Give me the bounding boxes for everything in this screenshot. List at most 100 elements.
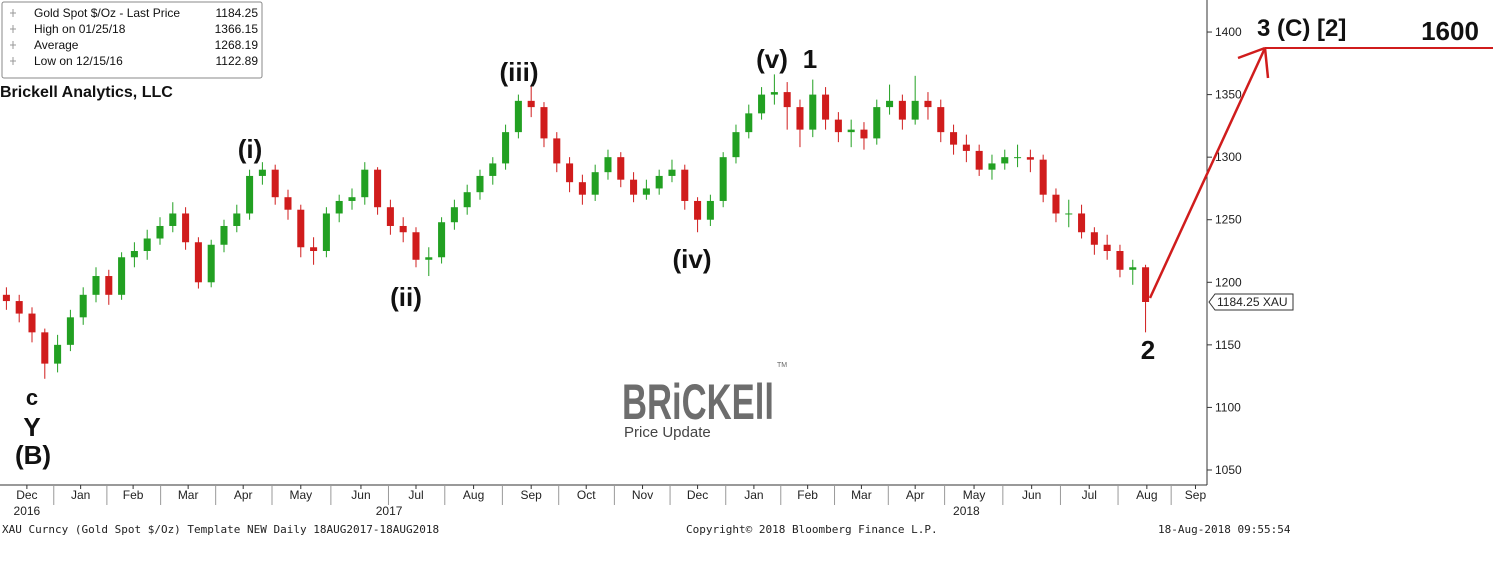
x-tick-label: May xyxy=(289,488,312,502)
year-label: 2017 xyxy=(376,504,403,518)
projection-line xyxy=(1148,47,1267,299)
candle-body xyxy=(79,294,87,318)
x-tick-label: Feb xyxy=(123,488,144,502)
y-tick-label: 1150 xyxy=(1215,338,1241,352)
candle-body xyxy=(156,225,164,239)
candle-body xyxy=(92,276,100,295)
candle-body xyxy=(604,157,612,173)
candle-body xyxy=(591,172,599,195)
candle-body xyxy=(1001,157,1009,164)
candle-body xyxy=(886,100,894,108)
candle-body xyxy=(1052,194,1060,214)
footer: XAU Curncy (Gold Spot $/Oz) Template NEW… xyxy=(2,523,1291,536)
candle-body xyxy=(246,175,254,214)
candle-body xyxy=(706,200,714,220)
wave-label: Y xyxy=(23,412,40,442)
last-price-tag xyxy=(1208,293,1294,311)
x-tick-label: Nov xyxy=(632,488,653,502)
candle-body xyxy=(374,169,382,208)
candle-body xyxy=(258,169,266,176)
y-tick-label: 1200 xyxy=(1215,275,1242,289)
candle-body xyxy=(54,344,62,364)
candle-body xyxy=(796,107,804,130)
x-tick-label: Sep xyxy=(1185,488,1207,502)
legend-label: High on 01/25/18 xyxy=(34,22,126,36)
legend-value: 1366.15 xyxy=(215,22,259,36)
candle-body xyxy=(207,244,215,283)
candle-body xyxy=(898,100,906,120)
candle-body xyxy=(962,144,970,151)
candle-body xyxy=(15,301,23,314)
candle-body xyxy=(1065,213,1073,215)
legend-value: 1268.19 xyxy=(215,38,259,52)
year-label: 2016 xyxy=(14,504,41,518)
x-tick-label: Mar xyxy=(178,488,199,502)
x-tick-label: May xyxy=(963,488,986,502)
legend-value: 1184.25 xyxy=(216,6,259,20)
candle-body xyxy=(553,138,561,164)
candle-body xyxy=(822,94,830,120)
candle-body xyxy=(105,276,113,295)
candle-body xyxy=(489,163,497,176)
candle-body xyxy=(182,213,190,243)
candle-body xyxy=(1026,157,1034,160)
candle-body xyxy=(1090,232,1098,245)
logo-caption: Price Update xyxy=(624,424,711,441)
candle-body xyxy=(220,225,228,245)
candle-body xyxy=(770,92,778,95)
brand: Brickell Analytics, LLC xyxy=(0,84,173,101)
arrow-head xyxy=(1237,46,1266,60)
candle-body xyxy=(950,132,958,145)
candle-body xyxy=(476,175,484,193)
candle-body xyxy=(297,209,305,248)
x-tick-label: Jan xyxy=(71,488,90,502)
x-tick-label: Jul xyxy=(1082,488,1097,502)
candle-body xyxy=(425,257,433,260)
candle-body xyxy=(1103,244,1111,252)
candle-body xyxy=(860,129,868,139)
candle-body xyxy=(937,107,945,133)
candle-body xyxy=(463,192,471,208)
legend-label: Average xyxy=(34,38,79,52)
footer-center: Copyright© 2018 Bloomberg Finance L.P. xyxy=(686,523,938,536)
candle-body xyxy=(399,225,407,233)
x-tick-label: Aug xyxy=(463,488,484,502)
candle-body xyxy=(809,94,817,130)
candle-body xyxy=(412,232,420,260)
arrow-head xyxy=(1263,47,1270,79)
footer-right: 18-Aug-2018 09:55:54 xyxy=(1158,523,1291,536)
x-tick-label: Sep xyxy=(521,488,543,502)
candle-body xyxy=(655,175,663,189)
candle-body xyxy=(732,132,740,158)
wave-label: 1600 xyxy=(1421,16,1479,46)
candles xyxy=(2,74,1150,379)
wave-label: 3 (C) [2] xyxy=(1257,15,1346,42)
candle-body xyxy=(847,129,855,133)
x-tick-label: Dec xyxy=(16,488,37,502)
x-tick-label: Apr xyxy=(906,488,925,502)
candle-body xyxy=(322,213,330,252)
wave-label: 1 xyxy=(803,44,817,74)
footer-left: XAU Curncy (Gold Spot $/Oz) Template NEW… xyxy=(2,523,439,536)
candle-body xyxy=(783,92,791,108)
y-tick-label: 1250 xyxy=(1215,213,1242,227)
candle-body xyxy=(527,100,535,108)
candle-body xyxy=(694,200,702,220)
wave-label: 2 xyxy=(1141,335,1155,365)
candle-body xyxy=(41,332,49,364)
candle-body xyxy=(271,169,279,198)
x-tick-label: Jun xyxy=(1022,488,1041,502)
wave-label: (i) xyxy=(238,134,263,164)
y-tick-label: 1100 xyxy=(1215,400,1241,414)
candle-body xyxy=(630,179,638,195)
candle-body xyxy=(1142,267,1150,302)
x-tick-label: Apr xyxy=(234,488,253,502)
candle-body xyxy=(924,100,932,108)
candle-body xyxy=(540,107,548,139)
candle-body xyxy=(169,213,177,226)
x-tick-label: Jul xyxy=(408,488,423,502)
wave-label: (ii) xyxy=(390,282,422,312)
candle-body xyxy=(348,197,356,201)
candle-body xyxy=(758,94,766,114)
candle-body xyxy=(566,163,574,183)
